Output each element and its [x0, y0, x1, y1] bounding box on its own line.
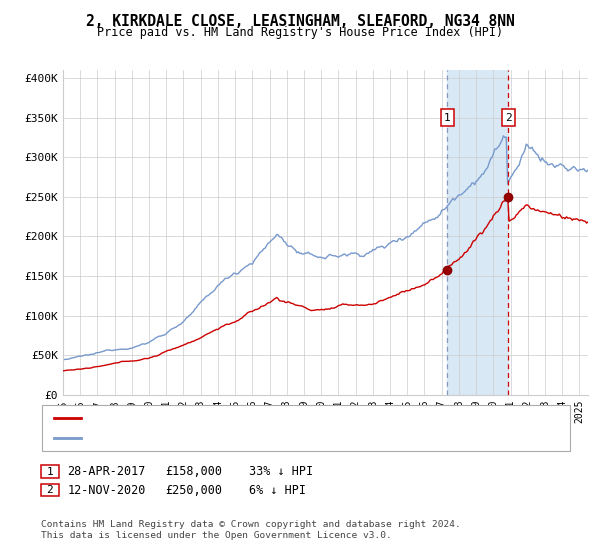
Text: 12-NOV-2020: 12-NOV-2020: [67, 483, 146, 497]
Text: 6% ↓ HPI: 6% ↓ HPI: [249, 483, 306, 497]
Text: Contains HM Land Registry data © Crown copyright and database right 2024.: Contains HM Land Registry data © Crown c…: [41, 520, 461, 529]
Text: 2, KIRKDALE CLOSE, LEASINGHAM, SLEAFORD, NG34 8NN: 2, KIRKDALE CLOSE, LEASINGHAM, SLEAFORD,…: [86, 14, 514, 29]
Text: HPI: Average price, detached house, North Kesteven: HPI: Average price, detached house, Nort…: [86, 433, 398, 443]
Text: 2, KIRKDALE CLOSE, LEASINGHAM, SLEAFORD, NG34 8NN (detached house): 2, KIRKDALE CLOSE, LEASINGHAM, SLEAFORD,…: [86, 413, 499, 423]
Text: 2: 2: [46, 485, 53, 495]
Text: 1: 1: [46, 466, 53, 477]
Text: 28-APR-2017: 28-APR-2017: [67, 465, 146, 478]
Text: This data is licensed under the Open Government Licence v3.0.: This data is licensed under the Open Gov…: [41, 531, 392, 540]
Text: £158,000: £158,000: [165, 465, 222, 478]
Bar: [447, 70, 508, 395]
Text: 2: 2: [505, 113, 512, 123]
Text: 33% ↓ HPI: 33% ↓ HPI: [249, 465, 313, 478]
Text: 1: 1: [444, 113, 451, 123]
Text: £250,000: £250,000: [165, 483, 222, 497]
Text: Price paid vs. HM Land Registry's House Price Index (HPI): Price paid vs. HM Land Registry's House …: [97, 26, 503, 39]
